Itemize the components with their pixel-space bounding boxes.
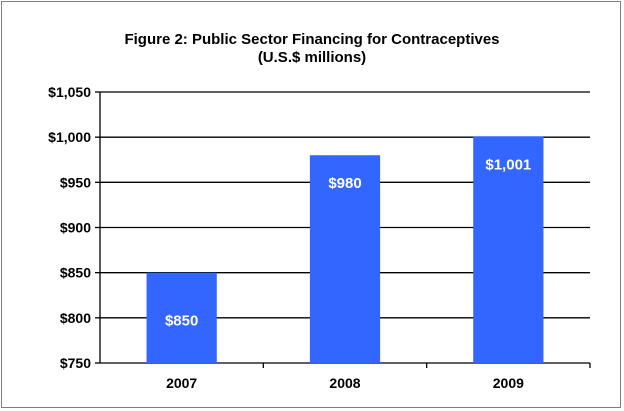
y-tick-label: $1,000	[48, 129, 91, 145]
y-tick-label: $800	[60, 310, 91, 326]
chart-title: Figure 2: Public Sector Financing for Co…	[2, 31, 622, 67]
bar	[473, 136, 544, 363]
y-tick-label: $900	[60, 220, 91, 236]
data-label: $850	[165, 313, 198, 330]
y-tick-label: $1,050	[48, 84, 91, 100]
bar	[309, 155, 381, 363]
bar	[146, 272, 217, 363]
chart-title-line-2: (U.S.$ millions)	[257, 49, 367, 66]
y-tick-label: $850	[60, 265, 91, 281]
x-tick-label: 2007	[166, 375, 197, 391]
y-tick-label: $750	[60, 355, 91, 371]
data-label: $1,001	[485, 156, 531, 173]
x-tick-label: 2008	[329, 375, 360, 391]
x-tick-label: 2009	[493, 375, 524, 391]
y-tick-label: $950	[60, 174, 91, 190]
data-label: $980	[328, 175, 361, 192]
chart-title-line-1: Figure 2: Public Sector Financing for Co…	[124, 31, 500, 48]
